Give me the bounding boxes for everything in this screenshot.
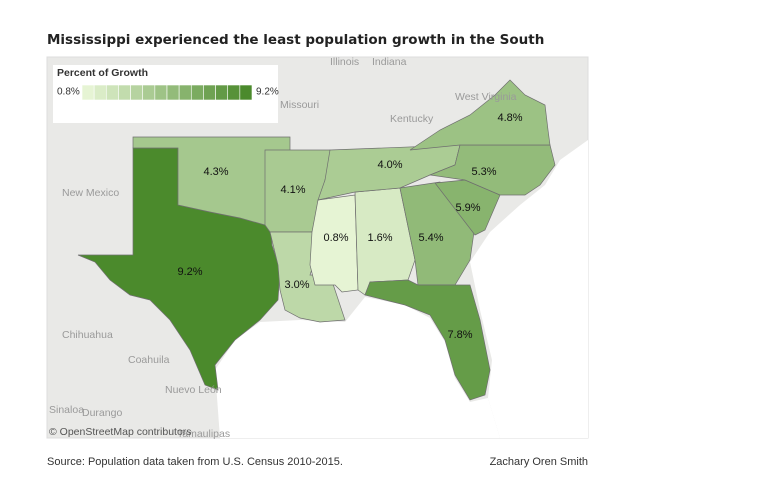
source: Source: Population data taken from U.S. … — [47, 456, 343, 468]
basemap-label: Kentucky — [390, 113, 434, 125]
legend-swatch — [203, 84, 216, 101]
basemap-label: Illinois — [330, 56, 359, 68]
region-value-label: 4.3% — [203, 166, 228, 178]
legend-swatch — [166, 84, 180, 101]
basemap-label: West Virginia — [455, 91, 517, 103]
legend-ramp — [81, 84, 253, 101]
region — [409, 79, 551, 151]
map-title: Mississippi experienced the least popula… — [47, 32, 544, 48]
atlantic-water — [470, 140, 588, 438]
region — [434, 179, 501, 236]
legend-swatch — [227, 84, 241, 101]
basemap-label: Missouri — [280, 99, 319, 111]
states: 9.2% 4.3% 4.1% 3.0% 0.8% 1.6% 4.0% 5.4% 7.8% 5.9%… — [77, 79, 556, 401]
basemap-label: New Mexico — [62, 187, 119, 199]
basemap-label: Coahuila — [128, 354, 170, 366]
region-value-label: 4.8% — [497, 112, 522, 124]
basemap-label: Tamaulipas — [177, 428, 230, 440]
region-value-label: 1.6% — [367, 232, 392, 244]
legend-swatch — [81, 84, 95, 101]
legend-swatch — [105, 84, 119, 101]
legend-swatch — [93, 84, 107, 101]
region-value-label: 4.1% — [280, 184, 305, 196]
legend-title: Percent of Growth — [57, 67, 148, 79]
basemap-label: Sinaloa — [49, 404, 84, 416]
legend-swatch — [130, 84, 144, 101]
region — [428, 144, 556, 196]
legend-swatch — [142, 84, 156, 101]
legend-min: 0.8% — [57, 87, 80, 98]
labels: Illinois Indiana Missouri Kentucky West Virg… — [49, 56, 517, 440]
region-value-label: 5.9% — [455, 202, 480, 214]
region-value-label: 7.8% — [447, 329, 472, 341]
region-value-label: 5.4% — [418, 232, 443, 244]
legend-swatch — [178, 84, 192, 101]
legend-swatch — [154, 84, 168, 101]
legend-swatch — [215, 84, 229, 101]
basemap-label: Chihuahua — [62, 329, 113, 341]
region — [364, 279, 491, 401]
region-value-label: 3.0% — [284, 279, 309, 291]
gulf-water — [215, 297, 500, 438]
basemap-label: Nuevo León — [165, 384, 222, 396]
basemap-label: Durango — [82, 407, 122, 419]
basemap-label: Indiana — [372, 56, 407, 68]
legend-swatch — [190, 84, 204, 101]
region-value-label: 5.3% — [471, 166, 496, 178]
region-value-label: 0.8% — [323, 232, 348, 244]
region-value-label: 9.2% — [177, 266, 202, 278]
attribution: © OpenStreetMap contributors — [49, 426, 192, 438]
author: Zachary Oren Smith — [490, 456, 588, 468]
legend-swatch — [239, 84, 253, 101]
legend-max: 9.2% — [256, 87, 279, 98]
region-value-label: 4.0% — [377, 159, 402, 171]
legend-swatch — [118, 84, 131, 101]
